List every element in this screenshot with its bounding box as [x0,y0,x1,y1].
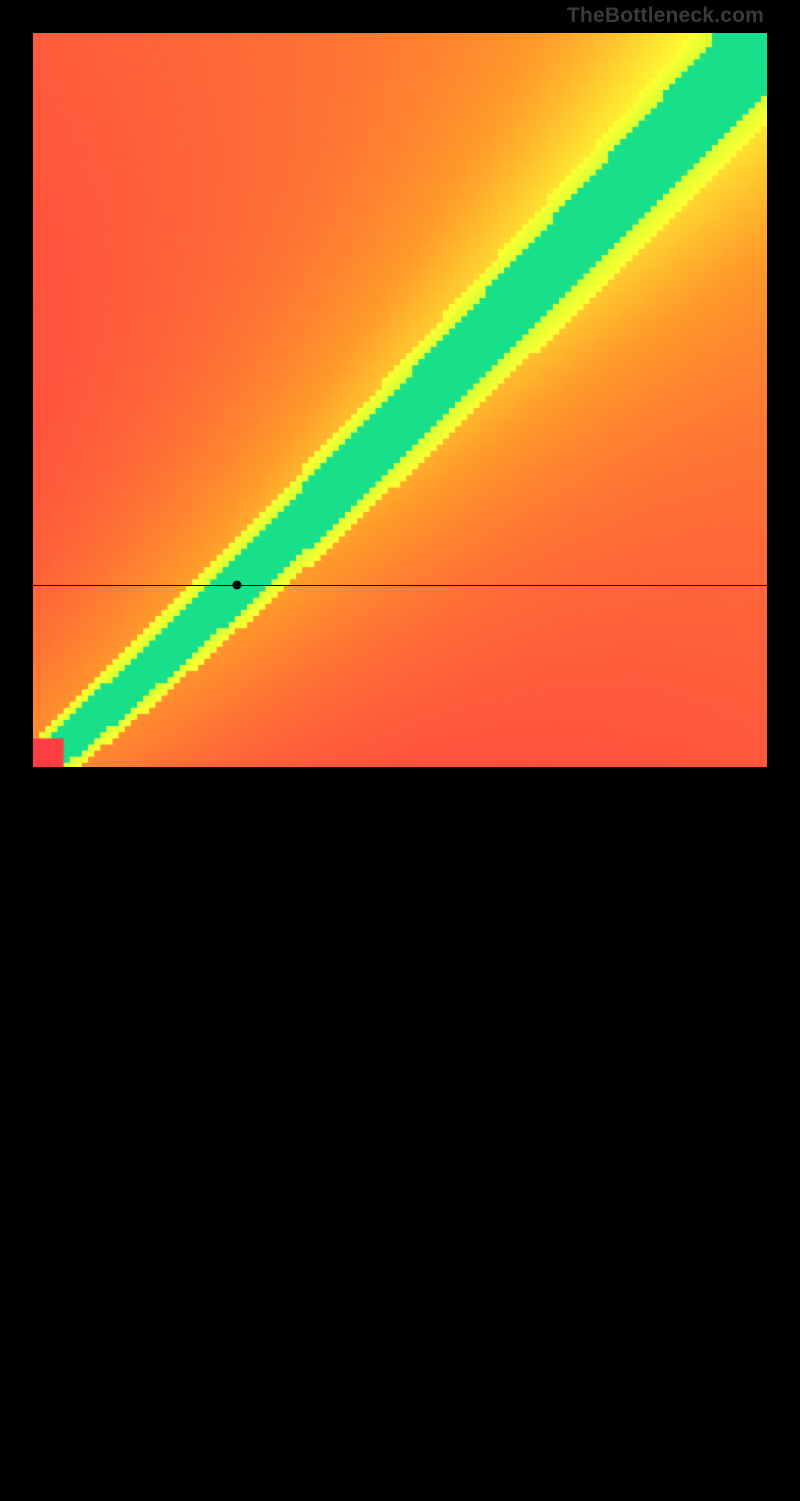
crosshair-vertical [237,767,238,1501]
heatmap-canvas [33,33,767,767]
crosshair-marker [233,580,242,589]
heatmap-plot [33,33,767,767]
crosshair-horizontal [33,585,767,586]
watermark-text: TheBottleneck.com [567,4,764,28]
